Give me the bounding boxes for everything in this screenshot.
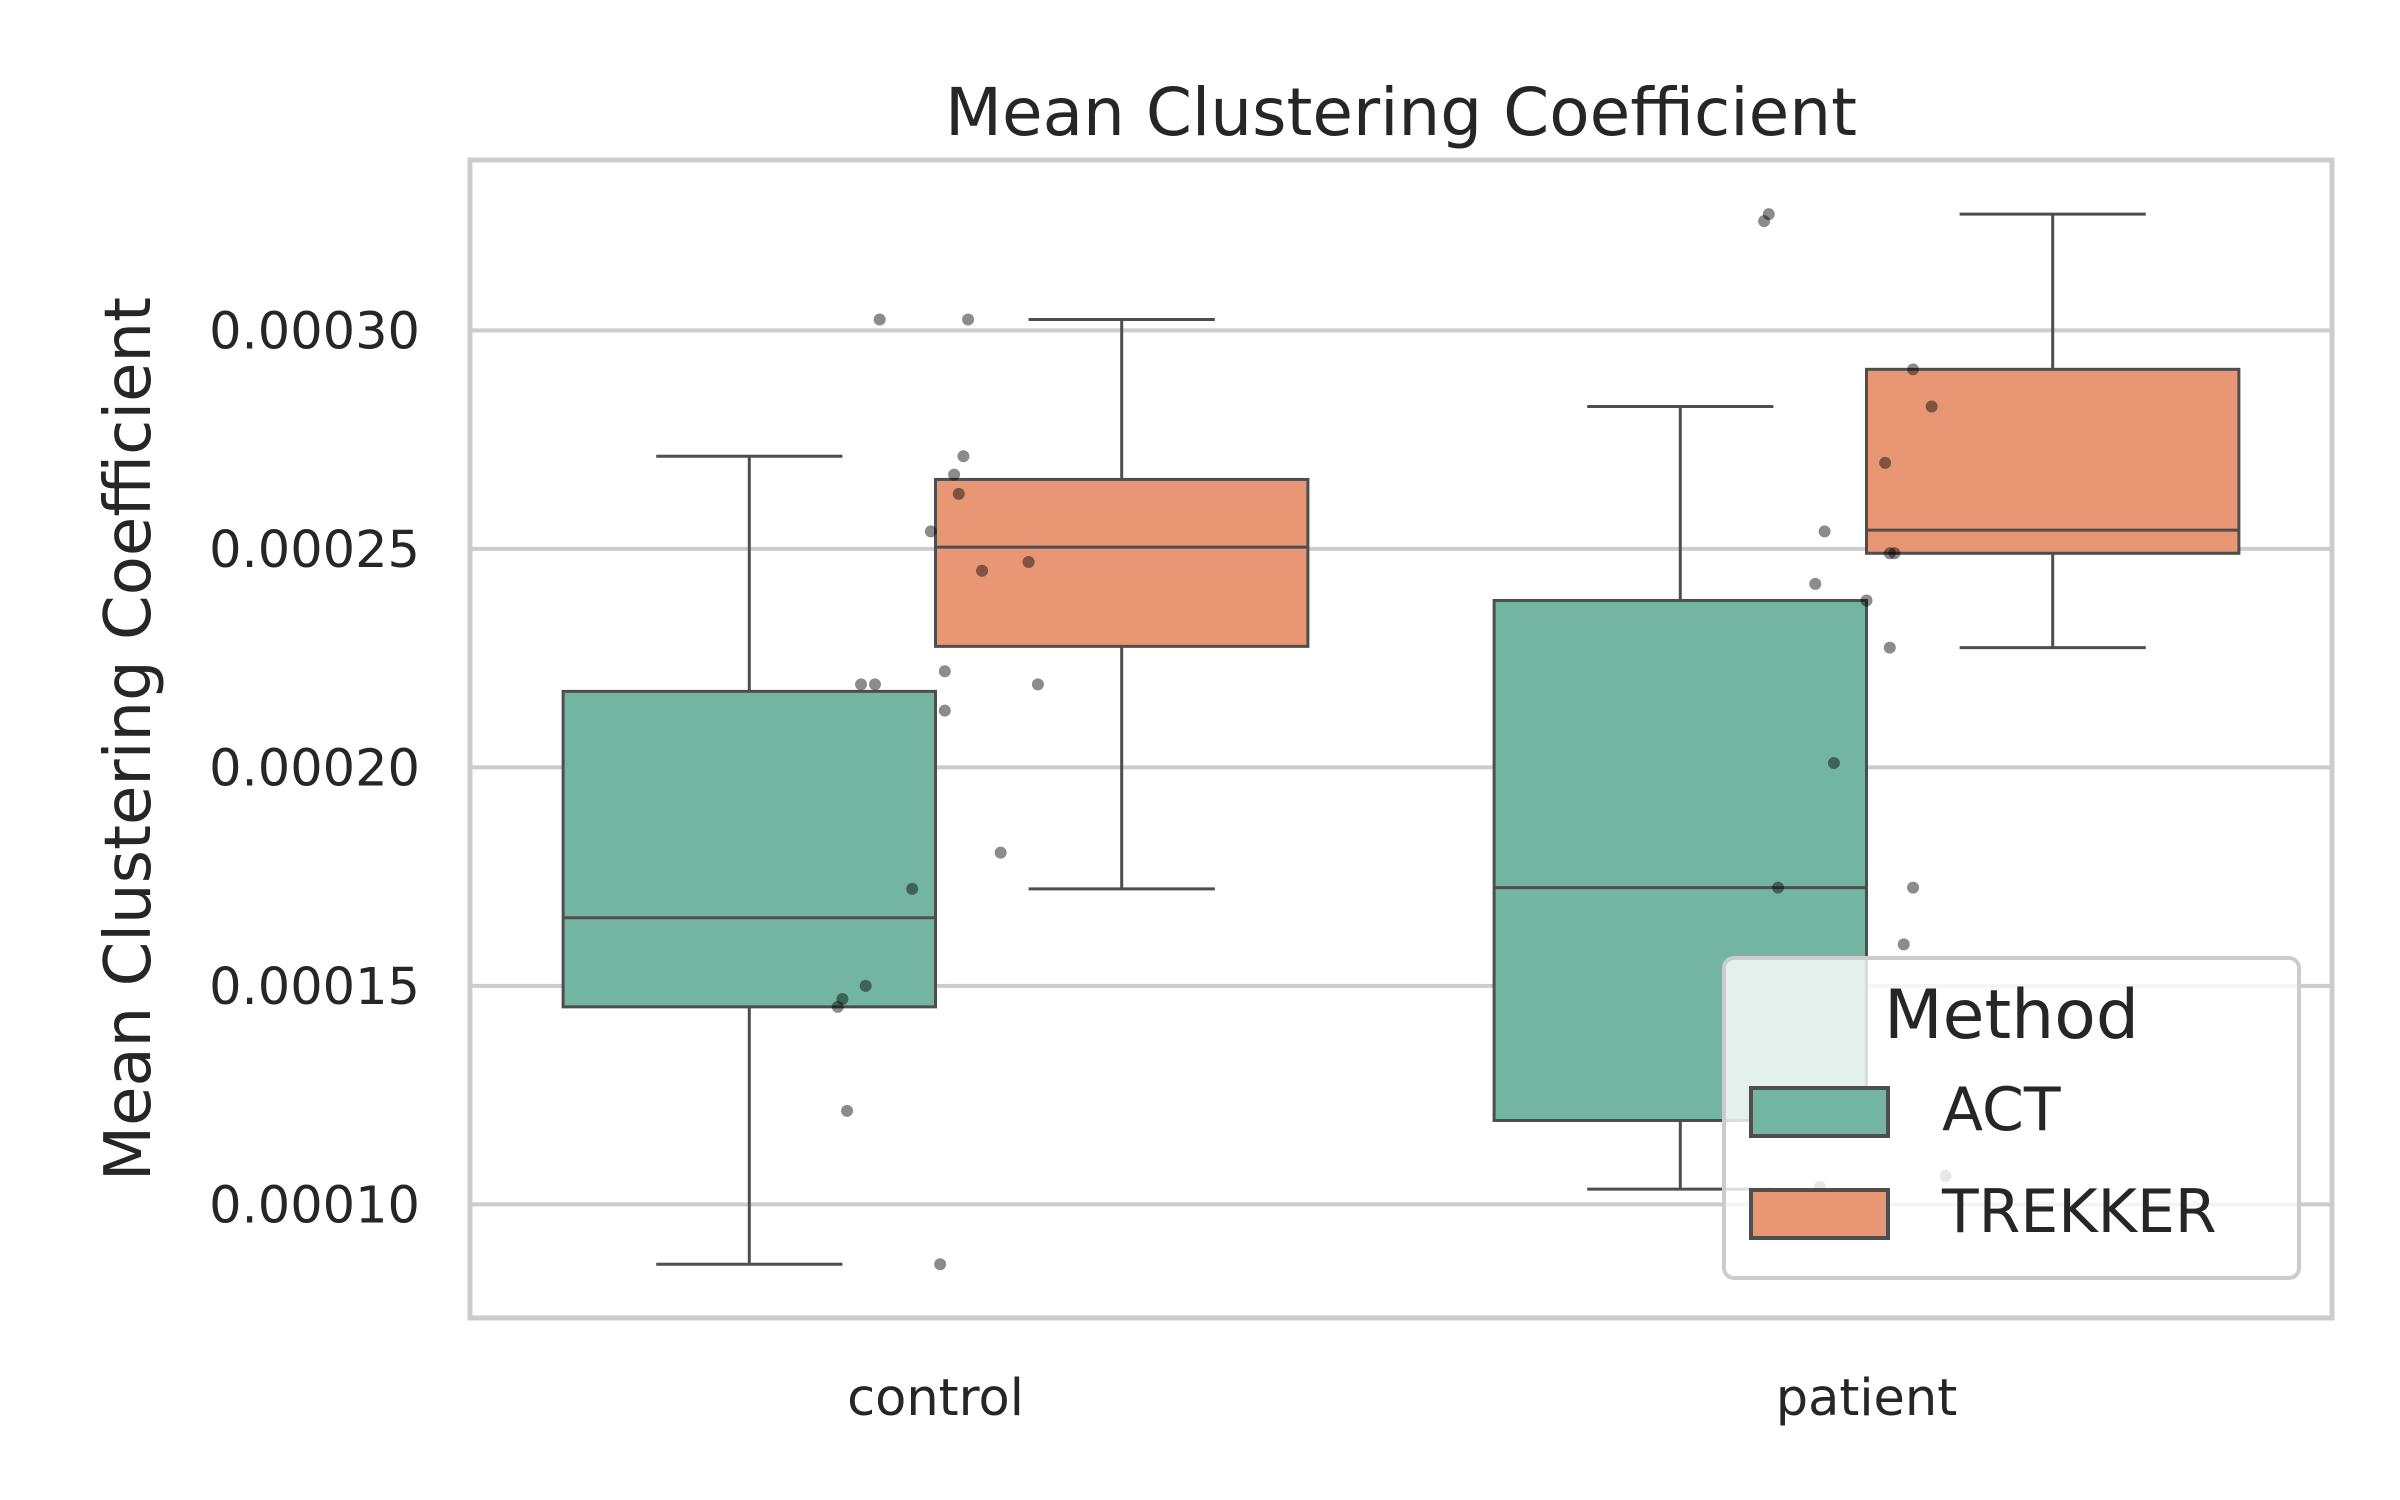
- y-tick-label: 0.00010: [209, 1176, 420, 1235]
- data-point: [924, 525, 937, 538]
- y-tick-label: 0.00025: [209, 521, 420, 580]
- plot-frame: [467, 157, 2335, 1321]
- box-iqr: [561, 689, 937, 1009]
- data-point: [873, 313, 886, 326]
- data-point: [859, 979, 872, 992]
- data-point: [952, 487, 965, 500]
- legend-item-act: ACT: [1749, 1075, 2061, 1145]
- legend-label: ACT: [1942, 1075, 2061, 1145]
- data-point: [1762, 208, 1775, 221]
- x-tick-labels: control patient: [847, 1369, 1957, 1428]
- box-trekker-patient: [1865, 212, 2241, 650]
- data-point: [855, 678, 868, 691]
- data-point: [1907, 881, 1920, 894]
- data-point: [938, 665, 951, 678]
- legend: Method ACT TREKKER: [1722, 956, 2301, 1280]
- data-point: [1883, 547, 1896, 560]
- box-iqr: [934, 477, 1310, 648]
- legend-title: Method: [1884, 976, 2139, 1055]
- data-point: [1809, 577, 1822, 590]
- data-point: [1883, 641, 1896, 654]
- data-point: [962, 313, 975, 326]
- data-point: [1022, 556, 1035, 569]
- chart-title: Mean Clustering Coefficient: [945, 74, 1857, 151]
- box-iqr: [1865, 367, 2241, 555]
- strip-points: [831, 208, 1952, 1271]
- data-point: [976, 564, 989, 577]
- y-tick-label: 0.00020: [209, 739, 420, 798]
- y-tick-labels: 0.00010 0.00015 0.00020 0.00025 0.00030: [209, 302, 420, 1235]
- data-point: [1860, 594, 1873, 607]
- data-point: [1907, 363, 1920, 376]
- x-tick-label: patient: [1776, 1369, 1958, 1428]
- data-point: [934, 1258, 947, 1271]
- data-point: [1897, 938, 1910, 951]
- data-point: [1758, 215, 1771, 228]
- data-point: [906, 882, 919, 895]
- data-point: [841, 1104, 854, 1117]
- data-point: [1827, 757, 1840, 770]
- data-point: [938, 704, 951, 717]
- data-point: [1818, 525, 1831, 538]
- legend-label: TREKKER: [1941, 1177, 2217, 1247]
- data-point: [1772, 881, 1785, 894]
- data-point: [957, 450, 970, 463]
- data-point: [1925, 400, 1938, 413]
- data-point: [831, 1000, 844, 1013]
- data-point: [948, 468, 961, 481]
- y-tick-label: 0.00030: [209, 302, 420, 361]
- data-point: [1031, 678, 1044, 691]
- data-point: [1879, 456, 1892, 469]
- legend-swatch: [1749, 1188, 1890, 1240]
- y-axis-label: Mean Clustering Coefficient: [92, 297, 166, 1181]
- data-point: [994, 846, 1007, 859]
- legend-item-trekker: TREKKER: [1749, 1177, 2217, 1247]
- box-series: [561, 212, 2241, 1266]
- data-point: [1888, 547, 1901, 560]
- legend-swatch: [1749, 1086, 1890, 1138]
- box-trekker-control: [934, 317, 1310, 891]
- box-act-control: [561, 454, 937, 1266]
- y-tick-label: 0.00015: [209, 958, 420, 1017]
- data-point: [868, 678, 881, 691]
- data-point: [836, 993, 849, 1006]
- x-tick-label: control: [847, 1369, 1024, 1428]
